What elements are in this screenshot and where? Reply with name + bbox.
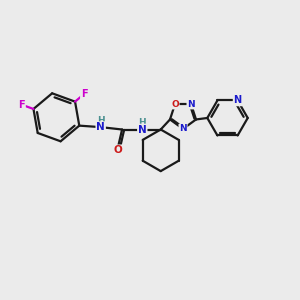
Text: O: O xyxy=(171,100,179,109)
Text: N: N xyxy=(96,122,105,132)
Text: H: H xyxy=(97,116,104,125)
Text: O: O xyxy=(113,145,122,155)
Text: N: N xyxy=(234,95,242,106)
Text: H: H xyxy=(139,118,146,127)
Text: F: F xyxy=(81,89,88,99)
Text: F: F xyxy=(18,100,25,110)
Text: N: N xyxy=(138,124,147,134)
Text: N: N xyxy=(187,100,195,109)
Text: N: N xyxy=(179,124,187,134)
